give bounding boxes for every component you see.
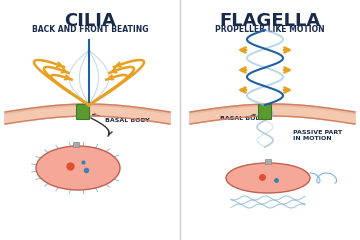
- Polygon shape: [5, 107, 170, 124]
- Polygon shape: [190, 107, 355, 124]
- Text: BACK AND FRONT BEATING: BACK AND FRONT BEATING: [32, 25, 148, 34]
- Text: PROPELLER LIKE MOTION: PROPELLER LIKE MOTION: [215, 25, 325, 34]
- Text: BASAL BODY: BASAL BODY: [220, 114, 265, 120]
- Polygon shape: [5, 104, 170, 124]
- FancyBboxPatch shape: [76, 104, 90, 120]
- Text: PASSIVE PART: PASSIVE PART: [293, 130, 342, 134]
- Text: CILIA: CILIA: [64, 12, 116, 30]
- Ellipse shape: [36, 146, 120, 190]
- FancyBboxPatch shape: [73, 142, 79, 147]
- Ellipse shape: [226, 163, 310, 193]
- FancyBboxPatch shape: [258, 104, 271, 120]
- Text: IN MOTION: IN MOTION: [293, 137, 332, 142]
- Text: FLAGELLA: FLAGELLA: [219, 12, 321, 30]
- Text: BASAL BODY: BASAL BODY: [93, 114, 150, 122]
- Polygon shape: [190, 104, 355, 124]
- FancyBboxPatch shape: [265, 159, 271, 164]
